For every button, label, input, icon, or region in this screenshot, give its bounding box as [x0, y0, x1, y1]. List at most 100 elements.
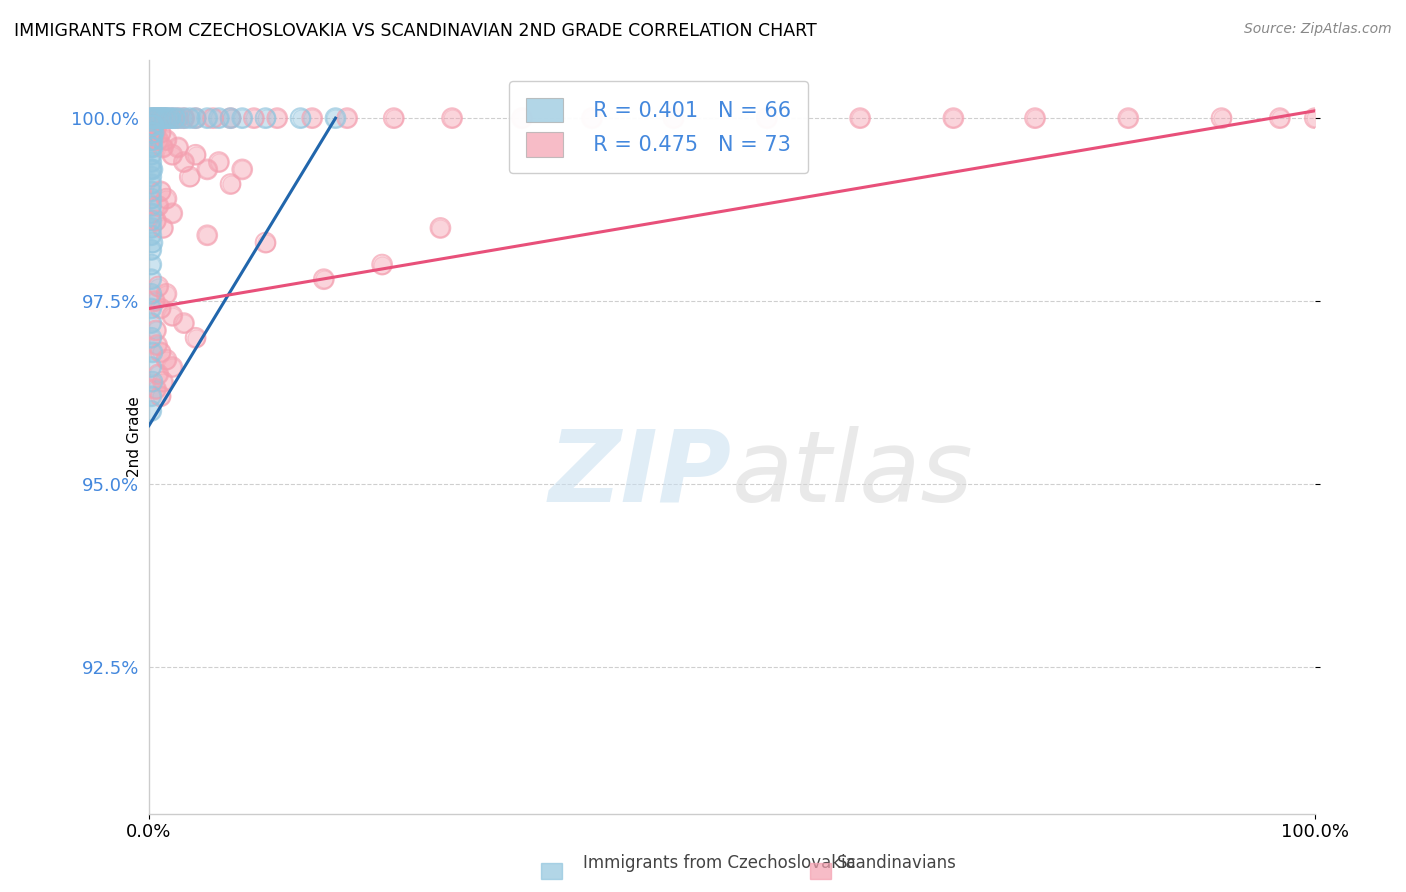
- Point: [141, 359, 163, 374]
- Point: [152, 375, 174, 389]
- Point: [1211, 111, 1233, 125]
- Point: [150, 111, 173, 125]
- Point: [149, 111, 172, 125]
- Point: [141, 258, 163, 272]
- Point: [167, 111, 190, 125]
- Point: [141, 133, 163, 147]
- Point: [510, 111, 533, 125]
- Point: [148, 279, 170, 293]
- Point: [208, 111, 231, 125]
- Point: [141, 148, 163, 162]
- Point: [141, 155, 163, 169]
- Point: [146, 119, 169, 133]
- Point: [141, 133, 163, 147]
- Point: [141, 213, 163, 227]
- Point: [231, 111, 253, 125]
- Point: [149, 126, 172, 140]
- Point: [141, 258, 163, 272]
- Point: [1303, 111, 1326, 125]
- Point: [141, 177, 163, 191]
- Point: [254, 111, 277, 125]
- Point: [145, 382, 167, 396]
- Text: Source: ZipAtlas.com: Source: ZipAtlas.com: [1244, 22, 1392, 37]
- Point: [141, 199, 163, 213]
- Point: [325, 111, 347, 125]
- Point: [162, 148, 184, 162]
- Point: [336, 111, 359, 125]
- Point: [162, 309, 184, 323]
- Point: [179, 111, 201, 125]
- Point: [219, 177, 242, 191]
- Point: [219, 111, 242, 125]
- Point: [312, 272, 335, 286]
- Point: [849, 111, 872, 125]
- Point: [325, 111, 347, 125]
- Point: [254, 235, 277, 250]
- Point: [195, 228, 218, 243]
- Point: [145, 111, 167, 125]
- Point: [301, 111, 323, 125]
- Point: [243, 111, 266, 125]
- Point: [141, 404, 163, 418]
- Point: [141, 119, 163, 133]
- Point: [143, 294, 166, 309]
- Point: [441, 111, 464, 125]
- Point: [143, 126, 166, 140]
- Point: [141, 140, 163, 154]
- Point: [141, 221, 163, 235]
- Point: [141, 111, 163, 125]
- Point: [141, 126, 163, 140]
- Point: [141, 126, 163, 140]
- Point: [141, 272, 163, 286]
- Point: [141, 316, 163, 330]
- Point: [145, 213, 167, 227]
- Point: [141, 169, 163, 184]
- Point: [195, 228, 218, 243]
- Point: [141, 111, 163, 125]
- Point: [146, 111, 169, 125]
- Point: [195, 111, 218, 125]
- Point: [141, 199, 163, 213]
- Point: [141, 140, 163, 154]
- Point: [179, 169, 201, 184]
- Point: [202, 111, 225, 125]
- Point: [145, 111, 167, 125]
- Point: [143, 111, 166, 125]
- Point: [141, 375, 163, 389]
- Point: [266, 111, 288, 125]
- Point: [184, 111, 207, 125]
- Point: [141, 140, 163, 154]
- Point: [155, 111, 177, 125]
- Point: [152, 140, 174, 154]
- Point: [143, 294, 166, 309]
- Point: [141, 119, 163, 133]
- Point: [141, 126, 163, 140]
- Point: [184, 111, 207, 125]
- Point: [429, 221, 451, 235]
- Point: [152, 111, 174, 125]
- Legend:   R = 0.401   N = 66,   R = 0.475   N = 73: R = 0.401 N = 66, R = 0.475 N = 73: [509, 81, 808, 173]
- Point: [155, 133, 177, 147]
- Point: [159, 111, 181, 125]
- Point: [148, 279, 170, 293]
- Point: [162, 111, 184, 125]
- Point: [142, 126, 165, 140]
- Point: [581, 111, 603, 125]
- Text: Scandinavians: Scandinavians: [837, 855, 956, 872]
- Text: atlas: atlas: [733, 425, 973, 523]
- Point: [167, 140, 190, 154]
- Point: [141, 243, 163, 257]
- Point: [149, 389, 172, 403]
- Point: [167, 111, 190, 125]
- Point: [141, 111, 163, 125]
- Point: [141, 228, 163, 243]
- Point: [581, 111, 603, 125]
- Point: [149, 345, 172, 359]
- Point: [142, 111, 165, 125]
- Point: [755, 111, 778, 125]
- Point: [254, 111, 277, 125]
- Point: [429, 221, 451, 235]
- Point: [231, 162, 253, 177]
- Point: [141, 119, 163, 133]
- Point: [336, 111, 359, 125]
